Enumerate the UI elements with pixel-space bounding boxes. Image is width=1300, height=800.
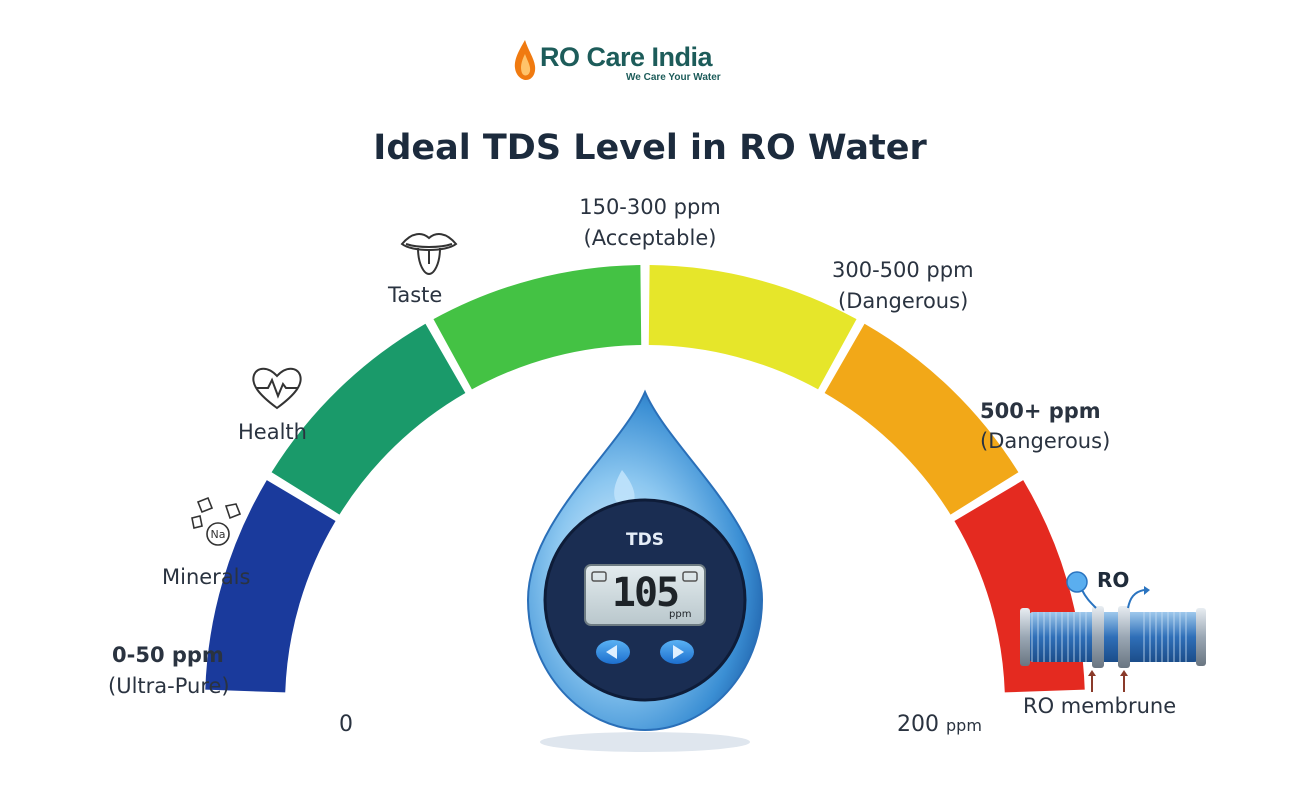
ro-badge: RO [1097,568,1130,592]
benefit-taste-label: Taste [388,283,443,307]
meter-screen [584,564,706,626]
brand-logo: RO Care India We Care Your Water [512,38,772,88]
zone-acceptable-note: (Acceptable) [583,226,717,250]
arrow-right-icon [673,645,684,659]
ro-caption: RO membrune [1023,694,1177,718]
gauge-segment [271,323,466,515]
benefit-minerals-label: Minerals [162,565,251,589]
scale-end: 200 ppm [897,712,982,737]
zone-500-plus-range: 500+ ppm [980,399,1101,423]
gauge-segment [205,480,336,693]
brand-tagline: We Care Your Water [626,72,721,83]
brand-name: RO Care India [540,42,713,72]
zone-300-500-range: 300-500 ppm [832,258,974,282]
meter-label: TDS [626,530,664,550]
zone-acceptable-range: 150-300 ppm [579,195,721,219]
zone-ultra-pure-note: (Ultra-Pure) [108,674,230,698]
minerals-icon: Na [191,496,242,546]
meter-unit: ppm [669,609,692,620]
zone-ultra-pure-range: 0-50 ppm [112,643,224,667]
mode-icon [682,571,698,582]
benefit-health-label: Health [238,420,307,444]
page-title: Ideal TDS Level in RO Water [373,128,927,168]
meter-reading: 105 [611,570,680,616]
drop-shadow [540,732,750,752]
scale-end-unit: ppm [946,716,982,735]
zone-500-plus-note: (Dangerous) [980,429,1111,453]
ro-membrane-icon [1020,571,1206,692]
scale-end-value: 200 [897,712,939,737]
gauge-segment [648,265,857,390]
zone-300-500-note: (Dangerous) [838,289,969,313]
tongue-icon [400,233,458,276]
gauge-segment [433,265,642,390]
scale-start: 0 [339,712,353,737]
battery-icon [591,571,607,582]
arrow-left-icon [606,645,617,659]
gauge-segment [824,323,1019,515]
flame-drop-icon [514,40,536,80]
svg-text:Na: Na [211,528,226,541]
small-drop-icon [614,470,635,508]
heart-pulse-icon [252,367,302,410]
